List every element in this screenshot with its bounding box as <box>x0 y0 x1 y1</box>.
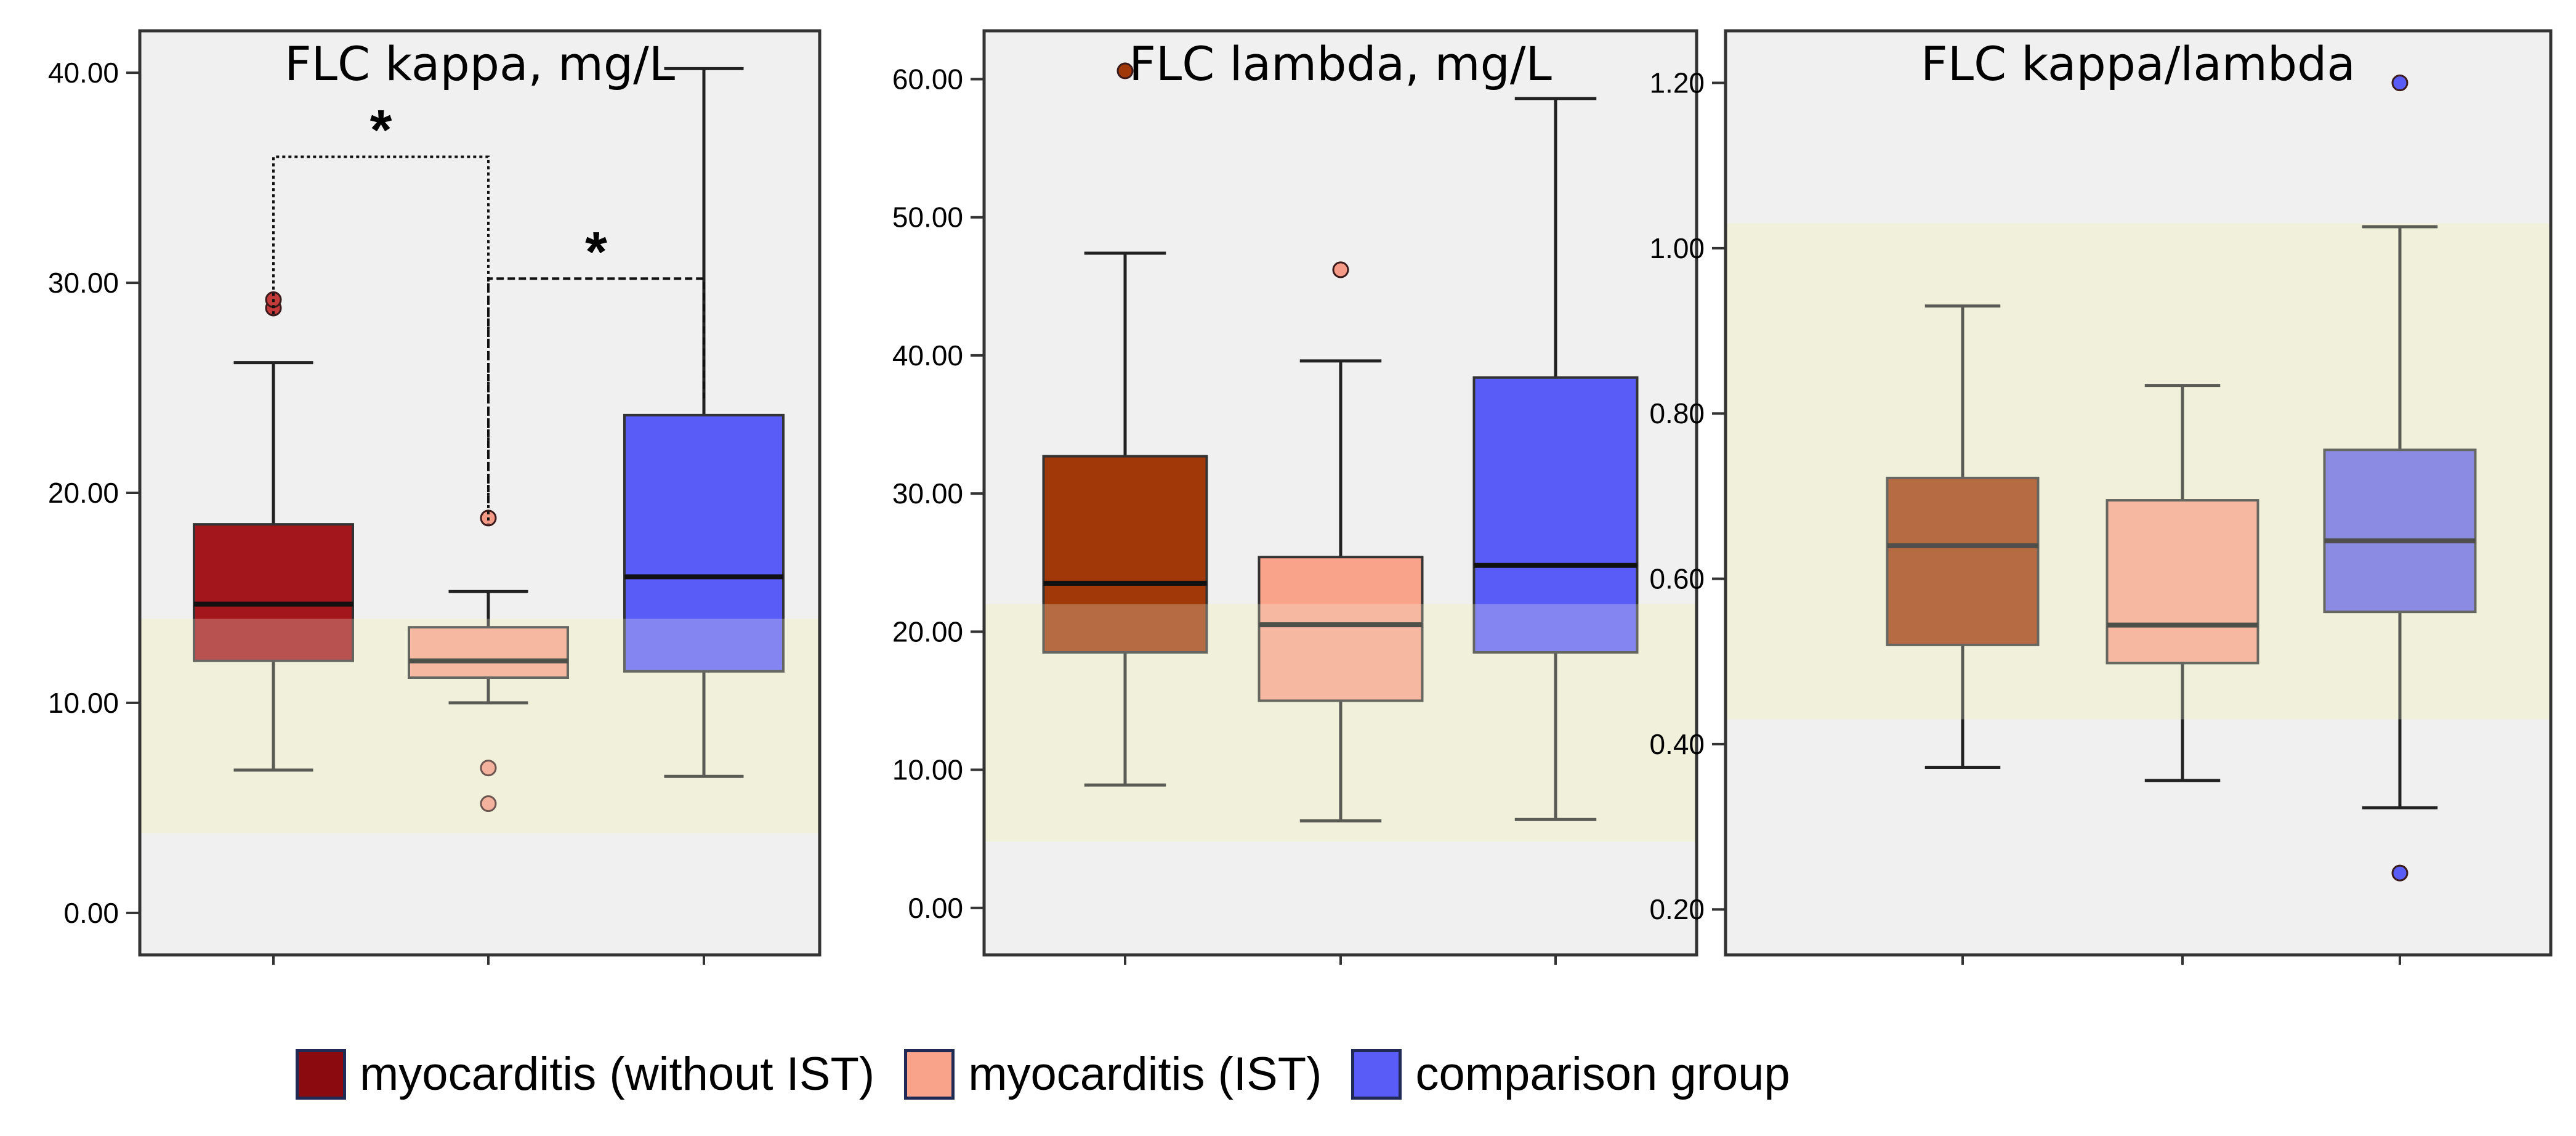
iqr-box-lambda-comparison <box>1472 376 1639 654</box>
significance-bracket-kappa-0 <box>272 155 490 525</box>
iqr-box-lambda-ist <box>1258 556 1424 702</box>
y-tick-label-ratio-0: 0.20 <box>1649 893 1705 925</box>
legend-swatch-without-ist <box>296 1049 346 1100</box>
y-tick-label-lambda-4: 40.00 <box>892 339 963 371</box>
iqr-box-kappa-without-ist <box>193 523 354 662</box>
reference-band-overlay-ratio <box>1726 223 2551 720</box>
outlier-ratio-comparison-1 <box>2391 864 2408 882</box>
legend-item-comparison: comparison group <box>1351 1047 1790 1101</box>
significance-bracket-kappa-1 <box>487 277 705 504</box>
y-tick-label-lambda-0: 0.00 <box>908 892 963 924</box>
legend-swatch-ist <box>904 1049 955 1100</box>
iqr-box-ratio-ist <box>2106 499 2259 665</box>
box-lambda-without-ist <box>1042 62 1208 787</box>
legend-label-without-ist: myocarditis (without IST) <box>360 1048 875 1100</box>
outlier-ratio-comparison-0 <box>2391 75 2408 92</box>
panel-frame-lambda <box>982 29 1698 957</box>
box-lambda-ist <box>1258 261 1424 823</box>
y-tick-label-lambda-2: 20.00 <box>892 615 963 647</box>
box-kappa-comparison <box>623 67 785 778</box>
box-ratio-without-ist <box>1886 304 2040 769</box>
outlier-lambda-ist-0 <box>1332 261 1349 278</box>
y-tick-label-ratio-4: 1.00 <box>1649 232 1705 264</box>
panel-lambda: 0.00 10.00 20.00 30.00 40.00 50.00 60.00 FLC la… <box>892 29 1698 965</box>
panel-kappa: 0.00 10.00 20.00 30.00 40.00 * * FLC kappa, mg/… <box>48 29 822 965</box>
y-tick-label-ratio-2: 0.60 <box>1649 563 1705 595</box>
box-ratio-comparison <box>2323 75 2477 882</box>
panel-title-lambda: FLC lambda, mg/L <box>1129 36 1552 91</box>
significance-star-kappa-0: * <box>370 99 392 162</box>
y-tick-label-kappa-1: 10.00 <box>48 687 119 719</box>
y-tick-label-ratio-1: 0.40 <box>1649 728 1705 760</box>
box-lambda-comparison <box>1472 97 1639 821</box>
reference-band-overlay-lambda <box>984 604 1697 842</box>
outlier-kappa-ist-2 <box>480 795 497 813</box>
legend-label-comparison: comparison group <box>1415 1048 1790 1100</box>
reference-band-overlay-kappa <box>140 619 820 834</box>
y-tick-label-kappa-0: 0.00 <box>63 897 119 929</box>
y-tick-label-ratio-3: 0.80 <box>1649 397 1705 429</box>
legend: myocarditis (without IST) myocarditis (I… <box>296 1047 1820 1101</box>
y-tick-label-ratio-5: 1.20 <box>1649 67 1705 99</box>
panel-ratio: 0.20 0.40 0.60 0.80 1.00 1.20 FLC kappa/lambda <box>1649 29 2553 965</box>
panel-title-ratio: FLC kappa/lambda <box>1921 36 2356 91</box>
iqr-box-kappa-comparison <box>623 413 785 673</box>
outlier-kappa-ist-1 <box>480 760 497 777</box>
legend-label-ist: myocarditis (IST) <box>968 1048 1322 1100</box>
box-ratio-ist <box>2106 384 2259 782</box>
iqr-box-ratio-comparison <box>2323 448 2477 614</box>
y-tick-label-kappa-4: 40.00 <box>48 57 119 89</box>
panel-frame-kappa <box>138 29 822 957</box>
y-tick-label-lambda-5: 50.00 <box>892 201 963 233</box>
legend-item-ist: myocarditis (IST) <box>904 1047 1322 1101</box>
y-tick-label-lambda-1: 10.00 <box>892 754 963 786</box>
y-tick-label-kappa-2: 20.00 <box>48 477 119 509</box>
panel-frame-ratio <box>1724 29 2553 957</box>
legend-item-without-ist: myocarditis (without IST) <box>296 1047 874 1101</box>
y-tick-label-kappa-3: 30.00 <box>48 267 119 299</box>
iqr-box-lambda-without-ist <box>1042 455 1208 654</box>
y-tick-label-lambda-3: 30.00 <box>892 477 963 509</box>
box-kappa-without-ist <box>193 291 354 772</box>
outlier-lambda-without-ist-0 <box>1116 62 1134 79</box>
panel-title-kappa: FLC kappa, mg/L <box>285 36 675 91</box>
iqr-box-ratio-without-ist <box>1886 476 2040 646</box>
legend-swatch-comparison <box>1351 1049 1402 1100</box>
y-tick-label-lambda-6: 60.00 <box>892 63 963 95</box>
significance-star-kappa-1: * <box>585 221 607 283</box>
iqr-box-kappa-ist <box>408 626 569 680</box>
